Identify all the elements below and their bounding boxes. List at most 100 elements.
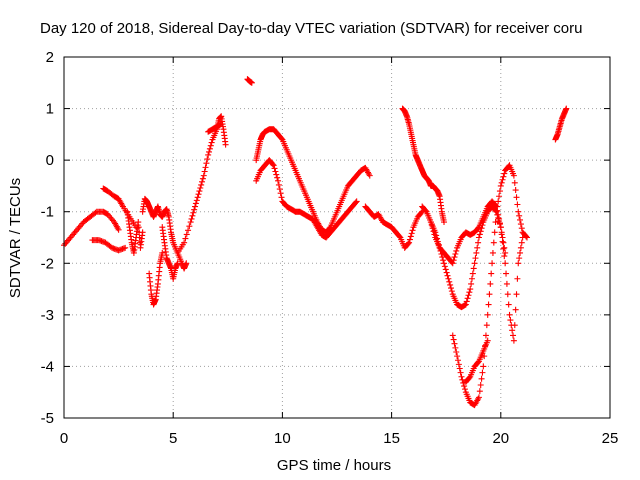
data-point-p [450, 336, 457, 343]
data-point-e [183, 260, 190, 267]
x-tick-label: 20 [492, 430, 509, 447]
data-point-h [192, 200, 199, 207]
data-point-q [519, 234, 526, 241]
data-point-p [515, 208, 522, 215]
data-point-q [492, 202, 499, 209]
data-point-h [206, 148, 213, 155]
data-point-h [202, 164, 209, 171]
data-point-h [189, 212, 196, 219]
data-point-p [478, 375, 485, 382]
y-tick-label: -3 [41, 307, 54, 324]
data-point-r [466, 374, 473, 381]
data-point-l [352, 199, 359, 206]
data-point-o [439, 254, 446, 261]
data-point-h [198, 181, 205, 188]
data-point-o [474, 244, 481, 251]
data-point-h [191, 206, 198, 213]
data-point-q [510, 337, 517, 344]
data-point-h [190, 209, 197, 216]
data-point-p [454, 357, 461, 364]
data-point-p [477, 381, 484, 388]
data-point-p [476, 388, 483, 395]
data-point-p [489, 249, 496, 256]
data-point-q [507, 317, 514, 324]
data-point-o [476, 231, 483, 238]
data-point-m [407, 233, 414, 240]
y-tick-label: 1 [46, 101, 54, 118]
plot-frame [63, 56, 611, 419]
data-point-d [135, 219, 142, 226]
data-point-k [278, 135, 285, 142]
data-point-o [475, 239, 482, 246]
data-point-o [448, 288, 455, 295]
data-point-q [496, 215, 503, 222]
data-point-p [499, 176, 506, 183]
data-point-q [513, 291, 520, 298]
data-point-r [484, 337, 491, 344]
data-point-o [444, 272, 451, 279]
data-point-h [203, 160, 210, 167]
data-point-h [182, 235, 189, 242]
data-point-o [468, 280, 475, 287]
data-point-q [517, 249, 524, 256]
data-point-o [475, 234, 482, 241]
data-point-m [418, 209, 425, 216]
data-point-l [275, 177, 282, 184]
data-point-l [273, 171, 280, 178]
data-point-o [446, 278, 453, 285]
data-point-p [483, 322, 490, 329]
data-point-p [490, 239, 497, 246]
data-point-q [497, 224, 504, 231]
data-point-h [193, 197, 200, 204]
data-point-p [460, 379, 467, 386]
data-point-a [115, 226, 122, 233]
y-tick-label: -5 [41, 410, 54, 427]
data-point-g [174, 260, 181, 267]
tick-labels: 0 5 10 15 20 25 -5 -4 -3 -2 -1 0 1 2 [41, 49, 619, 447]
data-point-h [183, 231, 190, 238]
data-point-h [199, 178, 206, 185]
data-point-p [489, 260, 496, 267]
data-point-p [449, 332, 456, 339]
data-point-q [431, 231, 438, 238]
data-point-p [518, 225, 525, 232]
data-point-n [441, 219, 448, 226]
data-point-o [473, 249, 480, 256]
y-axis-label: SDTVAR / TECUs [7, 178, 24, 298]
data-point-l [269, 161, 276, 168]
data-point-p [482, 332, 489, 339]
data-point-o [464, 295, 471, 302]
data-point-q [430, 228, 437, 235]
data-point-p [458, 373, 465, 380]
data-point-h [205, 151, 212, 158]
data-point-l [275, 181, 282, 188]
data-point-p [461, 386, 468, 393]
data-point-p [497, 182, 504, 189]
data-point-o [441, 263, 448, 270]
data-point-q [504, 291, 511, 298]
data-point-q [514, 275, 521, 282]
data-point-p [511, 179, 518, 186]
data-point-h [197, 184, 204, 191]
data-point-q [503, 270, 510, 277]
data-point-l [353, 198, 360, 205]
data-point-q [509, 327, 516, 334]
data-point-m [409, 227, 416, 234]
data-point-o [440, 257, 447, 264]
y-tick-label: -1 [41, 204, 54, 221]
data-point-r [475, 359, 482, 366]
data-point-o [441, 260, 448, 267]
data-point-o [448, 285, 455, 292]
data-point-p [453, 348, 460, 355]
data-point-p [487, 280, 494, 287]
data-point-p [479, 369, 486, 376]
data-point-p [500, 173, 507, 180]
data-point-m [408, 230, 415, 237]
data-point-h [187, 219, 194, 226]
data-point-o [462, 301, 469, 308]
data-point-o [465, 292, 472, 299]
data-point-p [480, 363, 487, 370]
data-point-h [188, 215, 195, 222]
data-point-q [498, 231, 505, 238]
